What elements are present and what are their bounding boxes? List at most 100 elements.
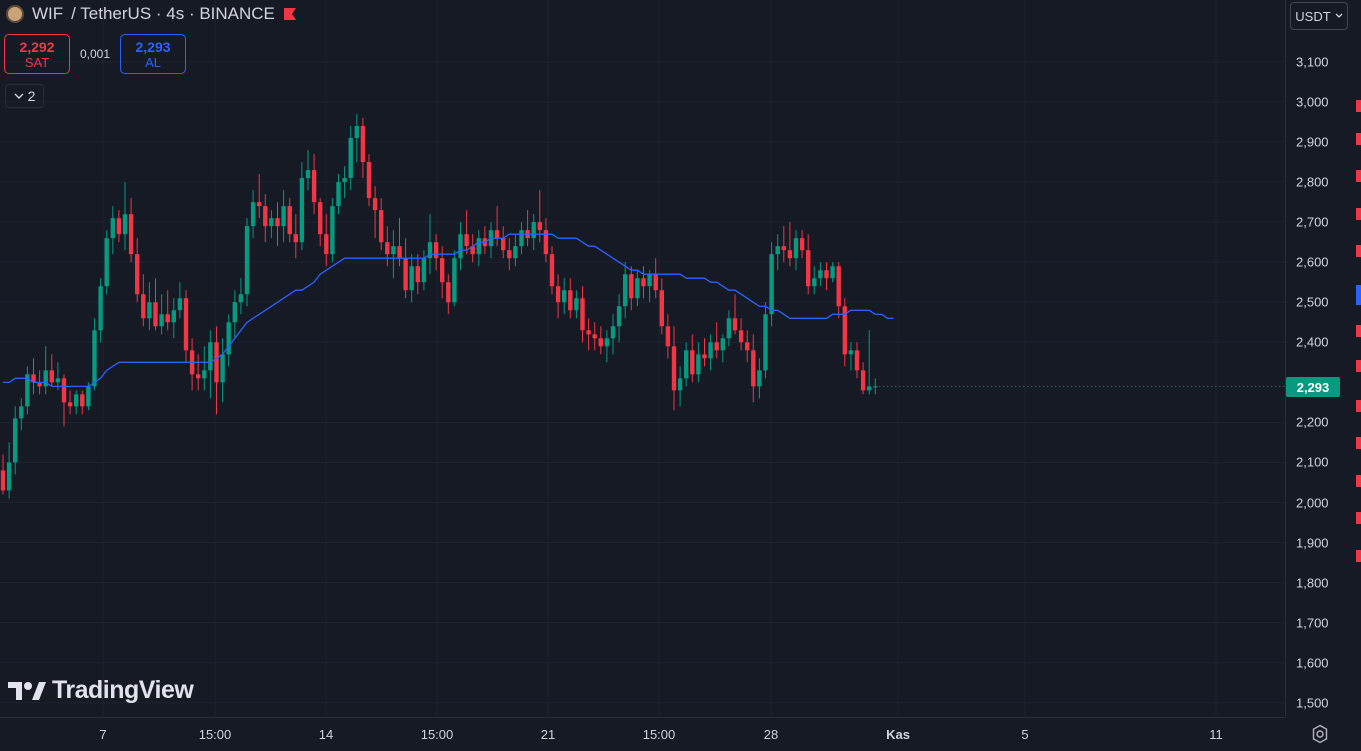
candle-body [141,294,146,319]
candle-body [360,126,366,163]
candle-body [433,242,439,259]
sell-button[interactable]: 2,292 SAT [4,34,70,74]
candlestick-chart[interactable] [0,0,1285,717]
candle [440,246,445,299]
candle [360,118,366,179]
candle-body [196,374,201,379]
candle [580,286,585,343]
candle [6,442,12,499]
candle-body [519,230,524,247]
chart-pane[interactable] [0,0,1285,717]
candle-body [269,218,274,227]
candle [116,210,122,243]
time-axis[interactable]: 7 15:00 14 15:00 21 15:00 28 Kas 5 11 [0,717,1285,751]
candle-body [397,246,402,259]
symbol-name[interactable]: WIF [32,4,64,23]
candle-body [635,278,640,299]
candle [409,254,414,303]
candle [397,218,402,267]
trade-panel: 2,292 SAT 0,001 2,293 AL [4,34,187,74]
indicators-toggle-button[interactable]: 2 [5,84,44,108]
edge-marker [1356,100,1361,112]
candle-body [531,222,536,239]
candle-body [37,382,42,387]
candle [19,398,24,431]
candle-body [860,370,866,391]
candle-body [507,250,512,259]
candle-body [769,254,774,315]
candle [110,206,115,255]
candle [568,278,573,319]
candle-body [653,274,658,291]
candle-body [824,270,829,279]
candle [263,194,268,243]
sell-price: 2,292 [19,38,55,55]
candle-body [379,210,384,243]
candle [586,318,591,351]
candle-body [421,258,427,283]
candle [250,190,256,239]
buy-label: AL [145,54,161,70]
candle [318,198,323,247]
candle [513,234,518,267]
candle [31,358,36,395]
price-tick-label: 1,700 [1296,615,1329,631]
flag-icon[interactable] [283,7,297,21]
candle [55,362,61,391]
candle-body [458,234,463,259]
candle [616,294,622,343]
time-tick-label: 7 [99,727,107,742]
candle [842,298,847,367]
candle [147,282,152,331]
candle-body [122,214,128,235]
candle [141,274,146,327]
candle [189,338,195,391]
candle [726,310,732,347]
candle [787,222,793,267]
candle [653,258,658,299]
candle [49,354,54,387]
candle-body [476,238,481,255]
tradingview-logo[interactable]: TradingView [8,676,194,705]
candle [305,150,311,191]
candle-body [464,234,469,247]
candle [702,338,707,367]
candle-body [354,126,359,139]
candle [732,294,738,335]
candle-body [745,342,750,351]
candle [348,126,353,191]
buy-button[interactable]: 2,293 AL [120,34,187,74]
candle-body [250,202,256,227]
price-tick-label: 1,800 [1296,575,1329,591]
candle [391,230,396,279]
price-tick-label: 2,800 [1296,174,1329,190]
candle [311,154,317,215]
candle [659,278,664,335]
candle-body [702,354,707,359]
currency-dropdown[interactable]: USDT [1290,2,1348,30]
candle [775,234,780,271]
price-axis[interactable]: 3,100 3,000 2,900 2,800 2,700 2,600 2,500 2,400… [1285,0,1361,717]
candle-body [647,274,652,287]
candle [67,390,73,415]
candle [623,262,628,319]
candle-body [238,294,244,303]
candle [598,326,603,355]
pair-label[interactable]: / TetherUS · 4s · BINANCE [71,4,275,23]
edge-marker [1356,550,1361,562]
candle-body [775,246,780,255]
symbol-header[interactable]: WIF / TetherUS · 4s · BINANCE [6,4,297,24]
candle [537,190,542,243]
candle-body [220,354,225,383]
candle-body [391,246,396,255]
tradingview-logo-icon [8,681,46,700]
settings-icon[interactable] [1310,724,1330,744]
candle [202,346,207,391]
candle-body [470,246,475,255]
candle-body [311,170,317,203]
price-tick-label: 1,600 [1296,655,1329,671]
candle-body [165,314,170,323]
candle-body [336,182,341,207]
candle-body [293,234,298,243]
candle-body [202,370,207,379]
